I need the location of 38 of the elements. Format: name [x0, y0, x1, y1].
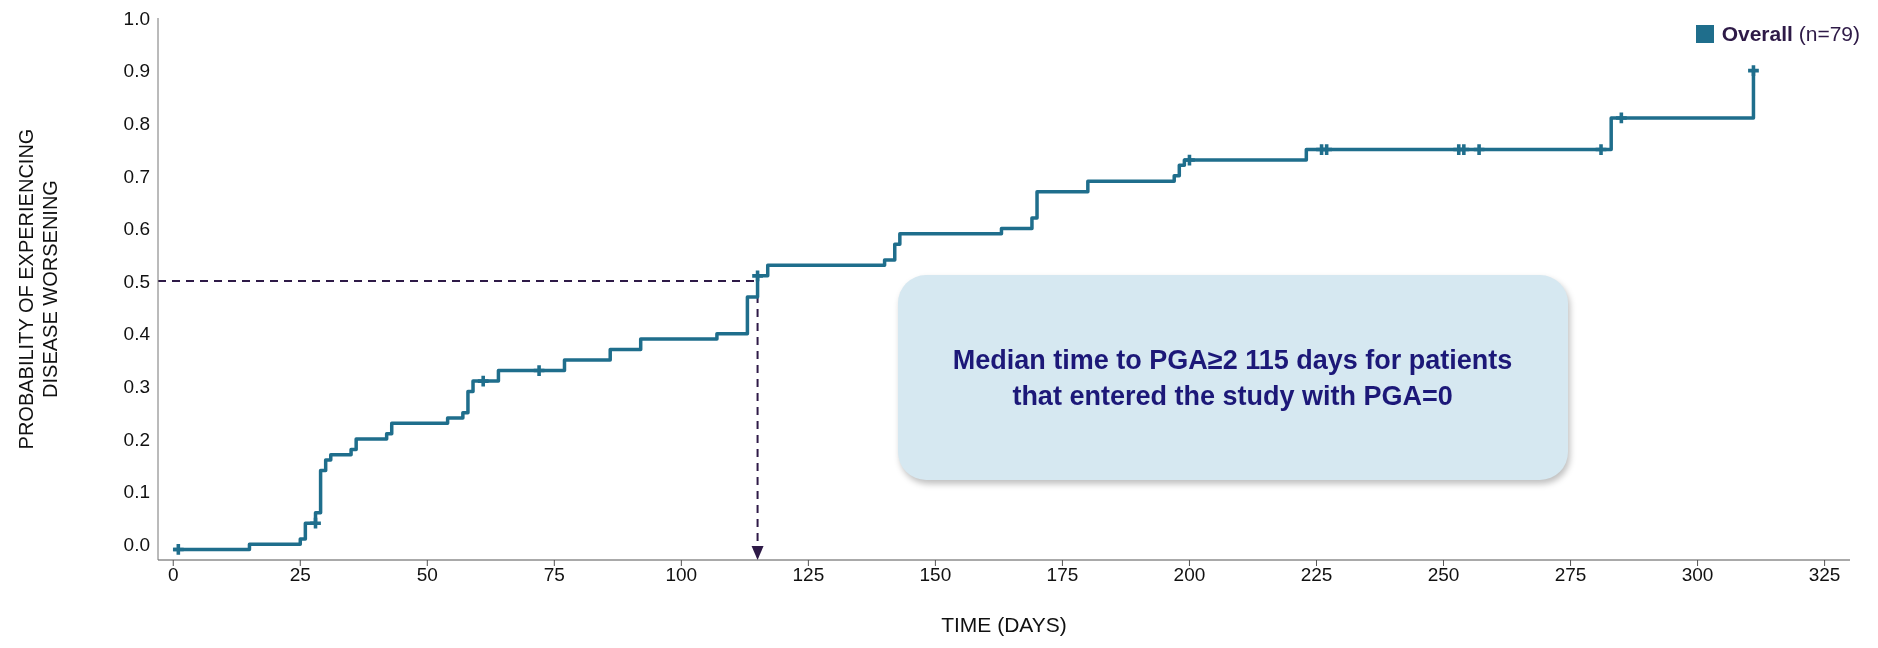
y-tick-label: 0.7	[123, 165, 150, 187]
point	[310, 517, 321, 529]
x-tick-label: 150	[919, 564, 952, 586]
y-tick-label: 0.8	[123, 112, 150, 134]
x-tick-label: 325	[1808, 564, 1841, 586]
x-tick-label: 50	[416, 564, 438, 586]
callout-box: Median time to PGA≥2 115 days for patients that entered the study with PGA=0	[897, 275, 1568, 481]
point	[1615, 112, 1627, 124]
x-axis-title: TIME (DAYS)	[941, 613, 1067, 636]
y-tick-label: 0.1	[123, 481, 150, 503]
y-tick-label: 1.0	[123, 7, 150, 29]
point	[533, 365, 545, 376]
y-tick-label: 0.9	[123, 60, 150, 82]
y-tick-label: 0.0	[123, 533, 150, 555]
point	[752, 270, 763, 282]
point	[1184, 154, 1195, 166]
y-tick-label: 0.6	[123, 218, 150, 240]
x-tick-label: 0	[167, 564, 179, 586]
x-tick-label: 100	[665, 564, 698, 586]
y-tick-label: 0.5	[123, 270, 150, 292]
point	[477, 375, 489, 387]
x-tick-label: 275	[1554, 564, 1587, 586]
point	[1595, 144, 1607, 155]
x-tick-label: 25	[289, 564, 311, 586]
legend-label: Overall (n=79)	[1721, 22, 1860, 46]
y-axis-title: PROBABILITY OF EXPERIENCING DISEASE WORSENING	[14, 127, 62, 452]
x-tick-label: 250	[1427, 564, 1460, 586]
x-tick-label: 300	[1681, 564, 1714, 586]
y-tick-label: 0.4	[123, 323, 151, 345]
y-tick-label: 0.2	[123, 428, 150, 450]
x-tick-label: 175	[1046, 564, 1079, 586]
x-tick-label: 75	[543, 564, 565, 586]
y-tick-label: 0.3	[123, 376, 150, 398]
annotation: Median time to PGA≥2 115 days for patients that entered the study with PGA=0	[951, 343, 1514, 413]
x-tick-label: 225	[1300, 564, 1333, 586]
x-tick-label: 200	[1173, 564, 1206, 586]
x-tick-label: 125	[792, 564, 825, 586]
point	[1473, 144, 1485, 155]
